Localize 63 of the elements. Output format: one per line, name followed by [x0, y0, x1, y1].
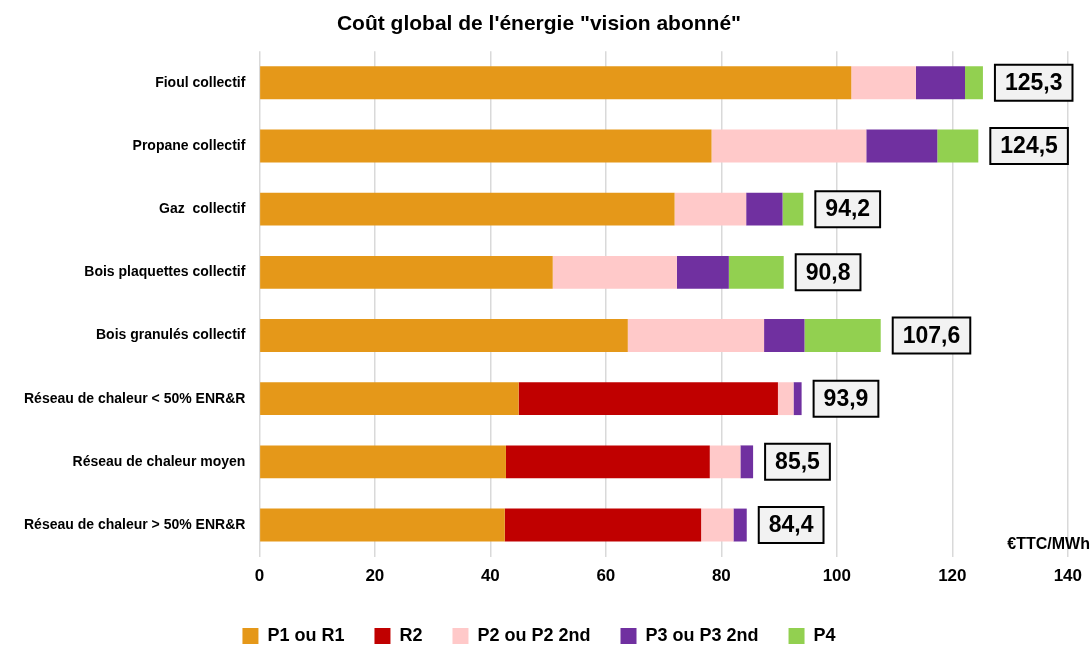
bar — [260, 319, 628, 352]
bar — [260, 129, 712, 163]
bar — [777, 382, 794, 416]
x-tick-label: 120 — [938, 566, 967, 586]
x-tick-label: 60 — [596, 566, 616, 586]
bar — [676, 255, 729, 289]
bar — [915, 66, 966, 100]
bar — [851, 66, 916, 100]
y-tick-label: Gaz collectif — [159, 200, 246, 216]
bar — [504, 508, 702, 542]
bar — [711, 129, 867, 163]
bar — [782, 192, 804, 226]
bar — [260, 192, 675, 226]
bar — [260, 445, 506, 479]
x-tick-label: 40 — [480, 566, 500, 586]
bar — [746, 192, 783, 226]
bar — [740, 445, 754, 479]
bar — [518, 382, 778, 416]
x-tick-label: 140 — [1053, 566, 1083, 586]
y-tick-label: Propane collectif — [132, 136, 246, 153]
x-tick-label: 80 — [711, 566, 731, 586]
chart-title: Coût global de l'énergie "vision abonné" — [336, 11, 742, 35]
bar — [260, 255, 553, 289]
bar — [674, 192, 747, 226]
x-axis-title: €TTC/MWh — [1007, 535, 1090, 553]
total-label: 94,2 — [825, 195, 871, 222]
bar — [701, 508, 734, 542]
bar — [627, 319, 765, 352]
bar — [965, 66, 983, 100]
legend-label: P4 — [813, 624, 836, 645]
bar — [505, 445, 710, 479]
bar — [733, 508, 747, 542]
total-label: 85,5 — [775, 448, 821, 475]
bar — [793, 382, 802, 416]
bar — [764, 319, 805, 352]
x-tick-label: 0 — [254, 566, 265, 586]
legend-label: P2 ou P2 2nd — [477, 624, 591, 645]
total-label: 107,6 — [902, 321, 961, 348]
bar — [937, 129, 979, 163]
x-tick-label: 20 — [365, 566, 385, 586]
y-tick-label: Réseau de chaleur > 50% ENR&R — [23, 515, 246, 532]
y-tick-label: Réseau de chaleur moyen — [72, 452, 246, 469]
bar — [866, 129, 938, 163]
total-label: 124,5 — [1000, 132, 1059, 159]
y-tick-label: Fioul collectif — [155, 73, 246, 90]
total-label: 90,8 — [805, 258, 851, 285]
bar — [804, 319, 881, 352]
x-tick-label: 100 — [822, 566, 852, 586]
y-tick-label: Bois granulés collectif — [95, 326, 246, 343]
y-tick-label: Bois plaquettes collectif — [84, 263, 246, 280]
legend-label: P1 ou R1 — [267, 624, 345, 645]
bar — [728, 255, 784, 289]
bar — [260, 66, 852, 100]
y-tick-label: Réseau de chaleur < 50% ENR&R — [23, 389, 246, 406]
legend-label: R2 — [399, 624, 423, 645]
bar — [709, 445, 741, 479]
bar — [260, 508, 505, 542]
total-label: 125,3 — [1004, 69, 1063, 96]
total-label: 93,9 — [823, 385, 869, 412]
bar — [552, 255, 677, 289]
bar — [260, 382, 519, 416]
legend-label: P3 ou P3 2nd — [645, 624, 759, 645]
total-label: 84,4 — [768, 511, 814, 538]
